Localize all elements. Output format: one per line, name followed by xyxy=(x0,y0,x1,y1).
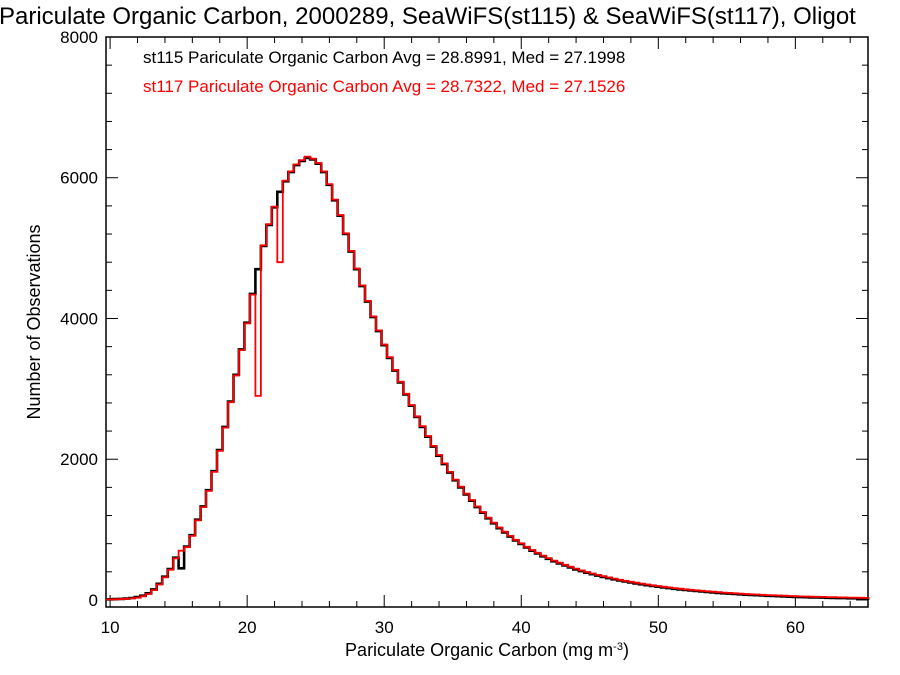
chart-title: Pariculate Organic Carbon, 2000289, SeaW… xyxy=(0,3,856,30)
axis-ticks xyxy=(106,36,868,607)
legend-entry-st117: st117 Pariculate Organic Carbon Avg = 28… xyxy=(143,77,625,96)
histogram-line-0 xyxy=(105,156,870,602)
x-tick-labels: 10 20 30 40 50 60 xyxy=(101,618,805,637)
x-tick-label: 40 xyxy=(512,618,531,637)
y-tick-label: 2000 xyxy=(60,450,98,469)
y-tick-label: 4000 xyxy=(60,309,98,328)
x-tick-label: 10 xyxy=(101,618,120,637)
x-tick-label: 60 xyxy=(786,618,805,637)
y-tick-label: 6000 xyxy=(60,169,98,188)
x-axis-title: Pariculate Organic Carbon (mg m-3) xyxy=(345,640,629,660)
histogram-line-1 xyxy=(105,155,870,601)
x-tick-label: 50 xyxy=(649,618,668,637)
histogram-series-1 xyxy=(105,155,870,601)
histogram-series xyxy=(105,155,870,602)
x-tick-label: 20 xyxy=(238,618,257,637)
y-axis-title: Number of Observations xyxy=(24,224,44,419)
histogram-series-0 xyxy=(105,156,870,602)
y-tick-label: 8000 xyxy=(60,28,98,47)
legend-entry-st115: st115 Pariculate Organic Carbon Avg = 28… xyxy=(143,48,625,67)
y-tick-label: 0 xyxy=(89,591,98,610)
plot-frame xyxy=(105,36,869,608)
y-tick-labels: 0 2000 4000 6000 8000 xyxy=(60,28,98,610)
x-tick-label: 30 xyxy=(375,618,394,637)
